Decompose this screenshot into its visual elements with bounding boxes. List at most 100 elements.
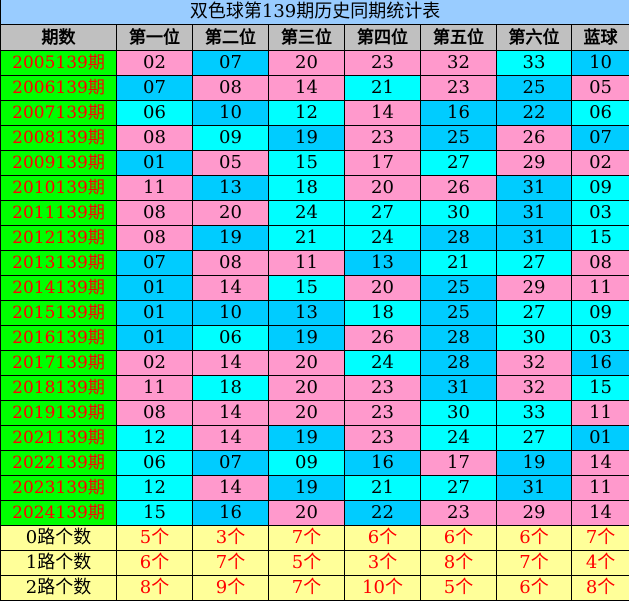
count-cell: 6个: [420, 525, 497, 551]
header-cell: 第二位: [192, 24, 269, 51]
blue-ball-cell: 14: [570, 500, 629, 526]
header-cell: 第四位: [344, 24, 421, 51]
number-cell: 20: [192, 200, 269, 226]
number-cell: 11: [116, 175, 193, 201]
number-cell: 31: [496, 225, 572, 251]
number-cell: 20: [268, 50, 345, 76]
number-cell: 16: [420, 100, 497, 126]
number-cell: 25: [420, 125, 497, 151]
number-cell: 28: [420, 325, 497, 351]
number-cell: 06: [116, 450, 193, 476]
number-cell: 08: [116, 225, 193, 251]
number-cell: 18: [192, 375, 269, 401]
number-cell: 23: [420, 500, 497, 526]
number-cell: 14: [192, 400, 269, 426]
number-cell: 23: [420, 75, 497, 101]
blue-ball-cell: 11: [570, 475, 629, 501]
count-cell: 7个: [570, 525, 629, 551]
count-cell: 6个: [496, 525, 572, 551]
number-cell: 07: [116, 75, 193, 101]
number-cell: 27: [420, 475, 497, 501]
table-row: 2008139期 08 09 19 23 25 26 07: [0, 125, 629, 151]
period-cell: 2009139期: [0, 150, 117, 176]
footer-label: 0路个数: [0, 525, 117, 551]
count-cell: 5个: [420, 575, 497, 601]
number-cell: 19: [192, 225, 269, 251]
count-cell: 7个: [496, 550, 572, 576]
count-cell: 7个: [192, 550, 269, 576]
number-cell: 01: [116, 325, 193, 351]
number-cell: 08: [192, 250, 269, 276]
number-cell: 11: [116, 375, 193, 401]
table-row: 2016139期 01 06 19 26 28 30 03: [0, 325, 629, 351]
footer-label: 1路个数: [0, 550, 117, 576]
number-cell: 20: [268, 400, 345, 426]
number-cell: 33: [496, 400, 572, 426]
number-cell: 26: [420, 175, 497, 201]
number-cell: 12: [116, 475, 193, 501]
blue-ball-cell: 01: [570, 425, 629, 451]
table-row: 2022139期 06 07 09 16 17 19 14: [0, 450, 629, 476]
blue-ball-cell: 08: [570, 250, 629, 276]
number-cell: 27: [496, 250, 572, 276]
number-cell: 23: [344, 375, 421, 401]
number-cell: 07: [116, 250, 193, 276]
number-cell: 29: [496, 275, 572, 301]
number-cell: 27: [496, 300, 572, 326]
number-cell: 19: [496, 450, 572, 476]
count-cell: 10个: [344, 575, 421, 601]
number-cell: 20: [268, 375, 345, 401]
count-cell: 7个: [268, 575, 345, 601]
number-cell: 17: [344, 150, 421, 176]
blue-ball-cell: 05: [570, 75, 629, 101]
table-row: 2011139期 08 20 24 27 30 31 03: [0, 200, 629, 226]
period-cell: 2010139期: [0, 175, 117, 201]
title-row: 双色球第139期历史同期统计表: [0, 0, 629, 25]
number-cell: 27: [420, 150, 497, 176]
number-cell: 29: [496, 150, 572, 176]
period-cell: 2018139期: [0, 375, 117, 401]
number-cell: 12: [268, 100, 345, 126]
number-cell: 01: [116, 150, 193, 176]
number-cell: 19: [268, 325, 345, 351]
number-cell: 18: [268, 175, 345, 201]
number-cell: 23: [344, 125, 421, 151]
count-cell: 6个: [116, 550, 193, 576]
number-cell: 22: [496, 100, 572, 126]
number-cell: 11: [268, 250, 345, 276]
period-cell: 2006139期: [0, 75, 117, 101]
table-row: 2012139期 08 19 21 24 28 31 15: [0, 225, 629, 251]
blue-ball-cell: 11: [570, 275, 629, 301]
number-cell: 07: [192, 450, 269, 476]
table-row: 2023139期 12 14 19 21 27 31 11: [0, 475, 629, 501]
blue-ball-cell: 15: [570, 375, 629, 401]
number-cell: 31: [496, 200, 572, 226]
count-cell: 6个: [344, 525, 421, 551]
number-cell: 26: [344, 325, 421, 351]
number-cell: 13: [344, 250, 421, 276]
table-row: 2015139期 01 10 13 18 25 27 09: [0, 300, 629, 326]
number-cell: 31: [420, 375, 497, 401]
number-cell: 07: [192, 50, 269, 76]
period-cell: 2014139期: [0, 275, 117, 301]
count-cell: 5个: [268, 550, 345, 576]
number-cell: 06: [116, 100, 193, 126]
number-cell: 32: [420, 50, 497, 76]
number-cell: 21: [344, 75, 421, 101]
header-cell: 期数: [0, 24, 117, 51]
number-cell: 28: [420, 225, 497, 251]
number-cell: 05: [192, 150, 269, 176]
number-cell: 13: [192, 175, 269, 201]
number-cell: 33: [496, 50, 572, 76]
table-row: 2006139期 07 08 14 21 23 25 05: [0, 75, 629, 101]
footer-row: 0路个数 5个 3个 7个 6个 6个 6个 7个: [0, 525, 629, 551]
table-row: 2014139期 01 14 15 20 25 29 11: [0, 275, 629, 301]
period-cell: 2005139期: [0, 50, 117, 76]
number-cell: 21: [420, 250, 497, 276]
number-cell: 32: [496, 375, 572, 401]
number-cell: 30: [496, 325, 572, 351]
count-cell: 6个: [496, 575, 572, 601]
number-cell: 24: [420, 425, 497, 451]
